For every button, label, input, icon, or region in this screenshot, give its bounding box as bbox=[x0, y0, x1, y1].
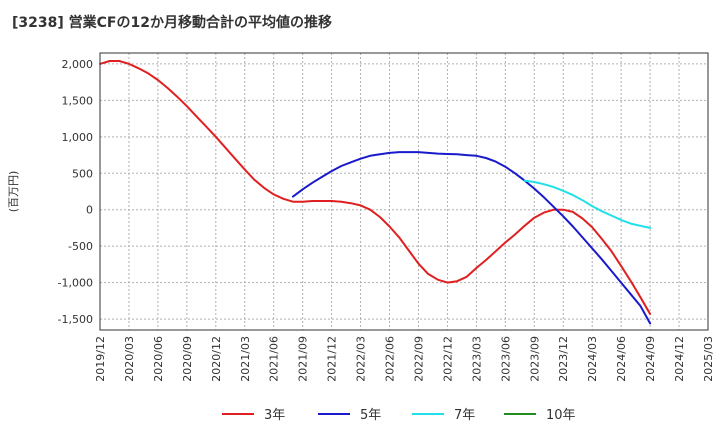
x-tick-label: 2020/09 bbox=[181, 336, 194, 382]
y-tick-label: 500 bbox=[72, 167, 93, 180]
series-layer bbox=[99, 60, 652, 325]
x-tick-label: 2020/06 bbox=[152, 336, 165, 382]
x-tick-label: 2022/12 bbox=[441, 336, 454, 382]
x-tick-label: 2024/12 bbox=[673, 336, 686, 382]
x-tick-label: 2024/06 bbox=[615, 336, 628, 382]
x-tick-label: 2022/09 bbox=[412, 336, 425, 382]
x-tick-label: 2021/03 bbox=[239, 336, 252, 382]
x-axis: 2019/12 2020/03 2020/06 2020/09 2020/12 2021/… bbox=[94, 336, 715, 382]
legend-label: 7年 bbox=[454, 408, 475, 423]
x-tick-label: 2024/03 bbox=[586, 336, 599, 382]
y-axis-label: (百万円) bbox=[7, 171, 20, 213]
legend-label: 5年 bbox=[360, 408, 381, 423]
x-tick-label: 2020/03 bbox=[123, 336, 136, 382]
legend: 3年 5年 7年 10年 bbox=[222, 408, 576, 423]
y-tick-label: 1,000 bbox=[62, 131, 94, 144]
x-tick-label: 2025/03 bbox=[702, 336, 715, 382]
y-tick-label: 2,000 bbox=[62, 58, 94, 71]
x-tick-label: 2022/03 bbox=[355, 336, 368, 382]
series-line bbox=[523, 179, 652, 229]
series-line bbox=[99, 60, 652, 315]
y-tick-label: 0 bbox=[86, 204, 93, 217]
y-tick-label: 1,500 bbox=[62, 94, 94, 107]
y-tick-label: -500 bbox=[68, 240, 93, 253]
x-tick-label: 2021/09 bbox=[297, 336, 310, 382]
x-tick-label: 2023/12 bbox=[557, 336, 570, 382]
plot-area bbox=[100, 53, 708, 330]
x-tick-label: 2020/12 bbox=[210, 336, 223, 382]
x-tick-label: 2022/06 bbox=[384, 336, 397, 382]
legend-label: 10年 bbox=[546, 408, 576, 423]
x-tick-label: 2021/06 bbox=[268, 336, 281, 382]
x-tick-label: 2019/12 bbox=[94, 336, 107, 382]
x-tick-label: 2023/03 bbox=[470, 336, 483, 382]
legend-label: 3年 bbox=[264, 408, 285, 423]
grid-layer bbox=[99, 53, 709, 330]
x-tick-label: 2023/06 bbox=[499, 336, 512, 382]
y-tick-label: -1,500 bbox=[58, 313, 93, 326]
x-tick-label: 2023/09 bbox=[528, 336, 541, 382]
x-tick-label: 2024/09 bbox=[644, 336, 657, 382]
y-axis: 2,000 1,500 1,000 500 0 -500 -1,000 -1,500 bbox=[58, 58, 93, 326]
plot-border bbox=[99, 52, 709, 331]
y-tick-label: -1,000 bbox=[58, 277, 93, 290]
series-line bbox=[292, 151, 652, 325]
x-tick-label: 2021/12 bbox=[326, 336, 339, 382]
chart-title: [3238] 営業CFの12か月移動合計の平均値の推移 bbox=[12, 15, 332, 31]
